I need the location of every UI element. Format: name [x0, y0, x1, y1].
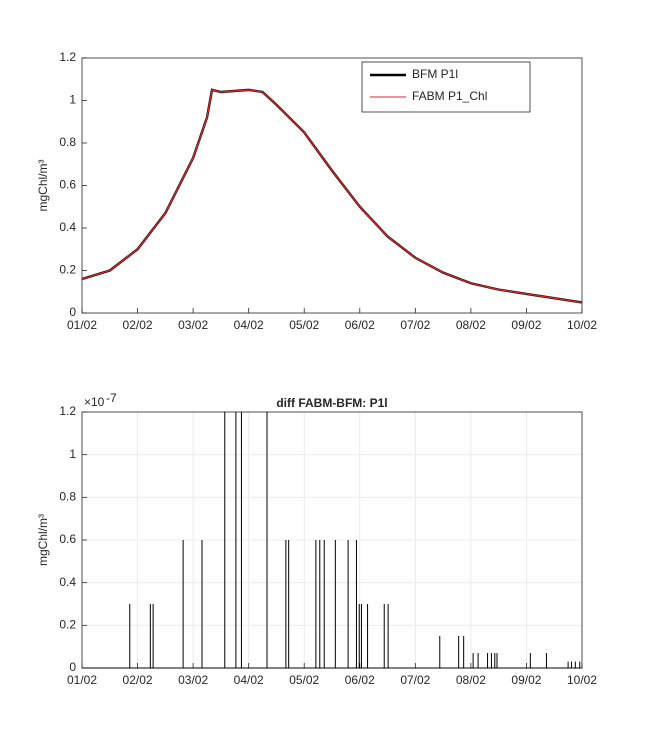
y-exponent-base: ×10	[84, 395, 105, 409]
series-line	[81, 88, 583, 304]
x-tick-label: 06/02	[345, 673, 375, 687]
y-tick-label: 0.6	[59, 178, 76, 192]
y-axis-label: mgChl/m³	[36, 159, 50, 211]
x-tick-label: 02/02	[123, 318, 153, 332]
y-tick-label: 1.2	[59, 404, 76, 418]
x-tick-label: 08/02	[456, 673, 486, 687]
x-tick-label: 10/02	[567, 318, 597, 332]
y-tick-label: 0.4	[59, 575, 76, 589]
x-tick-label: 10/02	[567, 673, 597, 687]
chart-title: diff FABM-BFM: P1l	[276, 396, 387, 410]
y-tick-label: 1.2	[59, 50, 76, 64]
y-tick-label: 0.2	[59, 263, 76, 277]
y-tick-label: 0	[69, 660, 76, 674]
y-axis-label: mgChl/m³	[36, 514, 50, 566]
legend-box	[361, 61, 531, 113]
x-tick-label: 09/02	[511, 673, 541, 687]
series-line	[81, 89, 583, 304]
y-tick-label: 0.2	[59, 618, 76, 632]
y-tick-label: 0.8	[59, 490, 76, 504]
legend-label: FABM P1_Chl	[412, 89, 487, 103]
x-tick-label: 07/02	[400, 673, 430, 687]
x-tick-label: 07/02	[400, 318, 430, 332]
x-tick-label: 04/02	[234, 673, 264, 687]
y-exponent: -7	[106, 391, 117, 405]
y-tick-label: 1	[69, 447, 76, 461]
y-tick-label: 0.6	[59, 532, 76, 546]
x-tick-label: 08/02	[456, 318, 486, 332]
y-tick-label: 0	[69, 305, 76, 319]
x-tick-label: 03/02	[178, 318, 208, 332]
y-tick-label: 0.8	[59, 135, 76, 149]
x-tick-label: 05/02	[289, 673, 319, 687]
axes-box	[81, 57, 583, 314]
x-tick-label: 03/02	[178, 673, 208, 687]
y-tick-label: 0.4	[59, 220, 76, 234]
x-tick-label: 05/02	[289, 318, 319, 332]
x-tick-label: 04/02	[234, 318, 264, 332]
y-tick-label: 1	[69, 93, 76, 107]
x-tick-label: 01/02	[67, 673, 97, 687]
x-tick-label: 09/02	[511, 318, 541, 332]
x-tick-label: 02/02	[123, 673, 153, 687]
legend-label: BFM P1l	[412, 67, 458, 81]
x-tick-label: 01/02	[67, 318, 97, 332]
x-tick-label: 06/02	[345, 318, 375, 332]
